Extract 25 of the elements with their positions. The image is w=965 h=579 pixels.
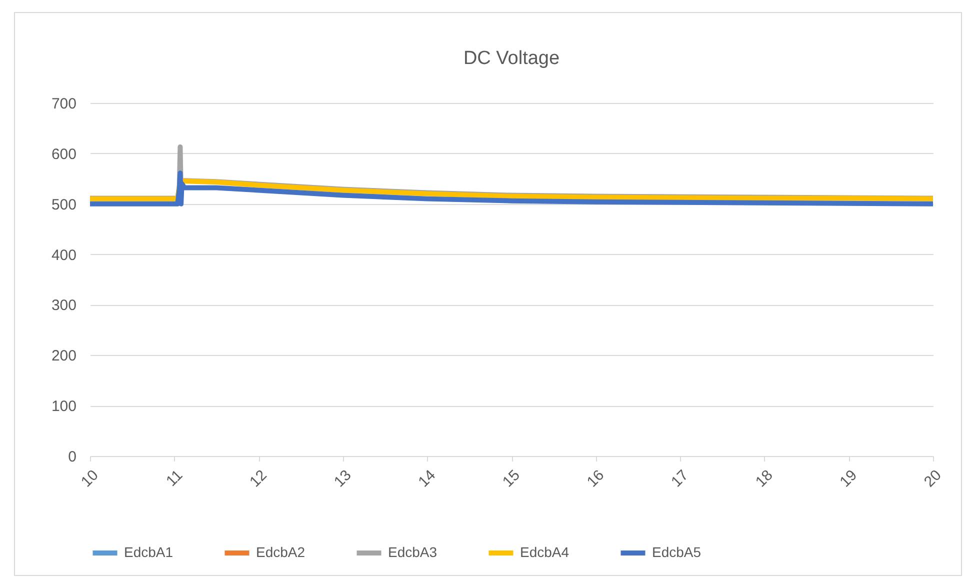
x-tick-label: 15 <box>499 466 524 491</box>
y-tick-label: 400 <box>51 246 76 264</box>
legend-label: EdcbA2 <box>256 544 306 560</box>
y-tick-label: 300 <box>51 297 76 314</box>
x-tick-label: 12 <box>246 466 270 491</box>
legend-label: EdcbA4 <box>520 544 570 560</box>
x-tick-label: 19 <box>836 466 861 491</box>
x-tick-label: 20 <box>920 466 945 491</box>
y-tick-label: 100 <box>51 398 76 416</box>
y-tick-label: 500 <box>51 196 76 214</box>
x-tick-label: 16 <box>584 466 608 491</box>
legend-label: EdcbA5 <box>652 544 702 560</box>
x-tick-label: 17 <box>668 466 692 491</box>
y-tick-label: 700 <box>51 96 76 112</box>
x-tick-label: 13 <box>330 466 355 491</box>
y-tick-label: 0 <box>68 448 76 466</box>
legend-label: EdcbA1 <box>124 544 174 560</box>
y-tick-label: 200 <box>51 348 76 365</box>
x-tick-label: 14 <box>415 466 440 491</box>
x-tick-label: 11 <box>163 466 186 490</box>
chart-title: DC Voltage <box>463 48 560 69</box>
y-tick-label: 600 <box>51 146 76 163</box>
x-tick-label: 10 <box>78 466 102 491</box>
legend-label: EdcbA3 <box>388 544 438 560</box>
x-tick-label: 18 <box>752 466 776 491</box>
